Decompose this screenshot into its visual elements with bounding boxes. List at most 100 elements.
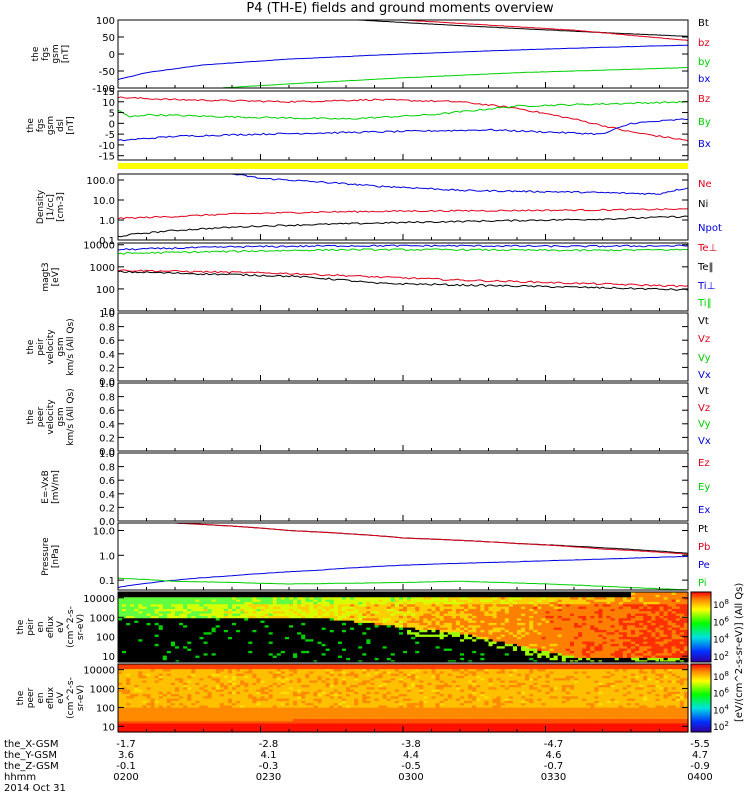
heatmap-cells [118,664,689,733]
colorbar-tick-label: 102 [713,650,729,663]
panel-frame [118,313,688,381]
y-tick-label: 10000 [83,594,115,605]
y-tick-label: 0.6 [99,476,115,487]
legend-entry: Te‖ [697,262,714,273]
y-tick-label: 10 [102,652,115,663]
series-line-Ni [118,216,688,237]
legend-entry: Bt [698,18,709,29]
y-tick-label: 0.4 [99,420,115,431]
legend-entry: bz [698,38,710,49]
y-tick-label: 100 [96,16,115,27]
y-axis-label: E=-VxB[mV/m] [41,470,61,504]
panel-frame [118,243,688,311]
legend-entry: Te⊥ [697,243,717,254]
panel-frame [118,523,688,590]
y-tick-label: -15 [99,152,115,163]
heatmap-cells [118,592,689,663]
legend-entry: Bx [698,139,711,150]
y-tick-label: 50 [102,33,115,44]
y-tick-label: 10.0 [93,196,115,207]
panel-peer_en_eflux: 10810610410210000100010010thepeereneflux… [16,664,729,733]
series-line-Ti‖ [118,249,688,254]
legend-entry: Ey [698,482,710,493]
legend-entry: Vy [698,419,711,430]
panel-frame [118,453,688,521]
legend-entry: Ti⊥ [697,281,715,292]
series-line-Ne [118,209,688,219]
legend-entry: by [698,57,710,68]
y-axis-label: Density[1/cc][cm-3] [36,189,66,224]
series-line-Bx [118,119,688,141]
legend-entry: Vz [698,334,710,345]
colorbar-tick-label: 104 [713,633,729,646]
y-tick-label: 100 [96,633,115,644]
legend-entry: Vx [698,370,711,381]
y-tick-label: 0.4 [99,350,115,361]
y-tick-label: 5 [109,109,115,120]
legend-entry: Vx [698,436,711,447]
y-axis-label: thepeirvelocitygsmkm/s (All Qs) [26,318,76,375]
y-tick-label: 0.8 [99,463,115,474]
y-tick-label: 1.0 [99,551,115,562]
y-tick-label: 0 [109,50,115,61]
series-line-Te‖ [118,271,688,290]
panel-density: NeNiNpot100.010.01.00.1Density[1/cc][cm-… [36,174,722,247]
colorbar-tick-label: 108 [713,598,729,611]
y-tick-label: 10 [102,98,115,109]
legend-entry: Npot [698,223,722,234]
y-axis-label: thepeervelocitygsmkm/s (All Qs) [26,388,76,445]
y-tick-label: 0 [109,119,115,130]
y-tick-label: 0.8 [99,323,115,334]
panel-frame [118,91,688,160]
y-tick-label: 0.1 [99,576,115,587]
y-tick-label: 0.2 [99,433,115,444]
legend-entry: Ti‖ [697,298,712,309]
y-axis-label: magt3[eV] [41,262,61,291]
legend-entry: Ez [698,458,710,469]
legend-entry: Bz [698,94,710,105]
y-tick-label: 0.4 [99,490,115,501]
legend-entry: Vz [698,403,710,414]
y-axis-label: thefgsgsm[nT] [31,44,71,63]
legend-entry: Pe [698,560,710,571]
y-tick-label: 0.8 [99,393,115,404]
y-tick-label: 100.0 [86,176,115,187]
y-tick-label: 1.0 [99,216,115,227]
panel-peir_velocity: VtVzVyVx1.00.80.60.40.20.0thepeirvelocit… [26,309,711,388]
legend-entry: Ni [698,199,708,210]
series-line-Bt [357,20,688,36]
y-axis-label: Pressure[nPa] [41,537,61,576]
legend-entry: bx [698,74,710,85]
panels: Btbzbybx100500-50-100thefgsgsm[nT]BzByBx… [16,16,745,733]
legend-entry: Vt [698,386,709,397]
colorbar-tick-label: 106 [713,615,729,628]
y-tick-label: -10 [99,141,115,152]
legend-entry: Vy [698,353,711,364]
series-line-Npot [232,174,688,194]
y-tick-label: -5 [105,130,115,141]
y-tick-label: 10.0 [93,526,115,537]
colorbar [691,592,711,662]
legend-entry: Ne [698,179,712,190]
y-axis-label: thefgsgsmdsl[nT] [26,116,76,135]
y-tick-label: 1.0 [99,309,115,320]
y-tick-label: 10000 [83,241,115,252]
legend-entry: Pi [698,578,707,589]
y-tick-label: 15 [102,87,115,98]
y-tick-label: 1.0 [99,379,115,390]
y-tick-label: 1000 [90,263,115,274]
y-tick-label: 0.6 [99,336,115,347]
legend-entry: By [698,117,711,128]
y-axis-label: thepeirenefluxeV(cm^2-s-sr-eV) [16,606,86,648]
y-tick-label: 1.0 [99,449,115,460]
y-tick-label: 100 [96,285,115,296]
plot-title: P4 (TH-E) fields and ground moments over… [246,1,554,16]
panel-frame [118,383,688,451]
legend-entry: Pb [698,542,710,553]
